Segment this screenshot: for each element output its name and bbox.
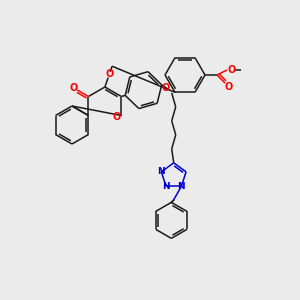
Text: N: N (158, 167, 165, 176)
Text: O: O (112, 112, 121, 122)
Text: O: O (228, 65, 236, 75)
Text: O: O (105, 69, 114, 79)
Text: O: O (162, 83, 170, 93)
Text: N: N (178, 182, 185, 191)
Text: O: O (70, 83, 78, 93)
Text: O: O (225, 82, 233, 92)
Text: N: N (162, 182, 170, 191)
